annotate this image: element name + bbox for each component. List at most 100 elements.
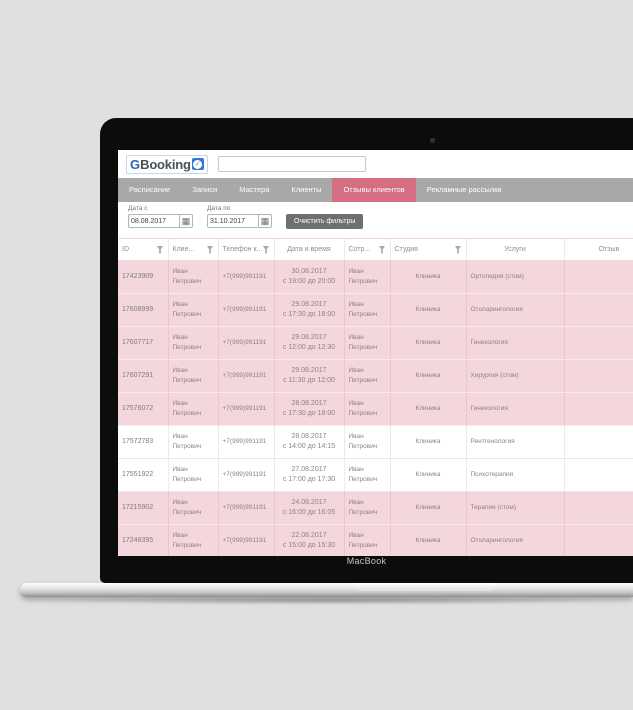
cell-phone: +7(999)991191 <box>218 425 275 459</box>
table-row[interactable]: 17607717 Иван Петрович +7(999)991191 29.0… <box>118 326 633 360</box>
table-row[interactable]: 17215902 Иван Петрович +7(999)991191 24.0… <box>118 491 633 525</box>
cell-datetime: 29.08.2017 с 17:30 до 18:00 <box>274 293 345 327</box>
search-input[interactable] <box>217 156 366 172</box>
calendar-icon: ▦ <box>260 215 270 226</box>
cell-id: 17572783 <box>118 425 169 459</box>
app-topbar: G Booking ✓ <box>118 150 633 178</box>
table-row[interactable]: 17248395 Иван Петрович +7(999)991191 22.0… <box>118 524 633 556</box>
cell-phone: +7(999)991191 <box>218 260 275 294</box>
filter-funnel-icon[interactable] <box>156 245 164 254</box>
table-row[interactable]: 17572783 Иван Петрович +7(999)991191 28.0… <box>118 425 633 459</box>
cell-review <box>564 293 633 327</box>
date-to-input[interactable] <box>207 214 258 228</box>
nav-tab-клиенты[interactable]: Клиенты <box>291 185 322 194</box>
app-screen: G Booking ✓ Расписание Записи Мастера Клиент… <box>118 150 633 556</box>
cell-employee: Иван Петрович <box>344 326 391 360</box>
table-row[interactable]: 17551922 Иван Петрович +7(999)991191 27.0… <box>118 458 633 492</box>
macbook-base <box>20 583 633 597</box>
column-header-label: Сотр... <box>348 246 371 253</box>
table-row[interactable]: 17423909 Иван Петрович +7(999)991191 30.0… <box>118 260 633 294</box>
filter-funnel-icon[interactable] <box>378 245 386 254</box>
cell-id: 17576072 <box>118 392 169 426</box>
reviews-table: ID Клие... Телефон к... Дата и время Сотр...… <box>118 238 633 556</box>
cell-client: Иван Петрович <box>168 458 219 492</box>
cell-review <box>564 491 633 525</box>
filter-funnel-icon[interactable] <box>206 245 214 254</box>
date-to-calendar-button[interactable]: ▦ <box>258 214 272 228</box>
cell-studio: Клиника <box>390 524 467 556</box>
table-row[interactable]: 17607291 Иван Петрович +7(999)991191 29.0… <box>118 359 633 393</box>
filters-bar: Дата с ▦ Дата по ▦ Очистить фильтры <box>118 202 633 238</box>
cell-studio: Клиника <box>390 491 467 525</box>
date-from-input[interactable] <box>128 214 179 228</box>
cell-service: Хирургия (стом) <box>466 359 565 393</box>
filter-funnel-icon[interactable] <box>262 245 270 254</box>
cell-datetime: 28.08.2017 с 17:30 до 18:00 <box>274 392 345 426</box>
column-header: ID <box>118 238 169 261</box>
date-from-calendar-button[interactable]: ▦ <box>179 214 193 228</box>
cell-phone: +7(999)991191 <box>218 359 275 393</box>
cell-service: Отоларингология <box>466 524 565 556</box>
cell-phone: +7(999)991191 <box>218 458 275 492</box>
column-header-label: Студия <box>394 246 418 253</box>
cell-id: 17608999 <box>118 293 169 327</box>
logo-letter-g: G <box>130 156 141 172</box>
cell-datetime: 22.08.2017 с 15:00 до 15:30 <box>274 524 345 556</box>
cell-employee: Иван Петрович <box>344 293 391 327</box>
table-row[interactable]: 17608999 Иван Петрович +7(999)991191 29.0… <box>118 293 633 327</box>
nav-tab-мастера[interactable]: Мастера <box>239 185 270 194</box>
cell-service: Гинекология <box>466 392 565 426</box>
table-row[interactable]: 17576072 Иван Петрович +7(999)991191 28.0… <box>118 392 633 426</box>
column-header: Клие... <box>168 238 219 261</box>
table-header-row: ID Клие... Телефон к... Дата и время Сотр...… <box>118 238 633 261</box>
cell-service: Ортопедия (стом) <box>466 260 565 294</box>
cell-service: Рентгенология <box>466 425 565 459</box>
cell-id: 17607291 <box>118 359 169 393</box>
calendar-icon: ▦ <box>181 215 191 226</box>
logo-text: Booking <box>140 156 191 172</box>
cell-employee: Иван Петрович <box>344 425 391 459</box>
column-header-label: ID <box>122 246 129 253</box>
column-header-label: Отзыв <box>598 246 620 253</box>
cell-client: Иван Петрович <box>168 425 219 459</box>
cell-datetime: 27.08.2017 с 17:00 до 17:30 <box>274 458 345 492</box>
nav-tab-отзывы-клиентов[interactable]: Отзывы клиентов <box>332 178 416 202</box>
cell-id: 17551922 <box>118 458 169 492</box>
cell-service: Терапия (стом) <box>466 491 565 525</box>
macbook-thumb-notch <box>355 583 498 591</box>
cell-studio: Клиника <box>390 392 467 426</box>
cell-review <box>564 524 633 556</box>
nav-tab-расписание[interactable]: Расписание <box>129 185 171 194</box>
cell-review <box>564 359 633 393</box>
nav-tab-записи[interactable]: Записи <box>192 185 218 194</box>
laptop-shadow <box>36 596 626 605</box>
cell-employee: Иван Петрович <box>344 491 391 525</box>
cell-client: Иван Петрович <box>168 326 219 360</box>
cell-employee: Иван Петрович <box>344 359 391 393</box>
macbook-display-bezel: G Booking ✓ Расписание Записи Мастера Клиент… <box>100 118 633 583</box>
cell-phone: +7(999)991191 <box>218 524 275 556</box>
cell-client: Иван Петрович <box>168 260 219 294</box>
nav-tab-рекламные-рассылки[interactable]: Рекламные рассылки <box>426 185 502 194</box>
cell-review <box>564 260 633 294</box>
cell-phone: +7(999)991191 <box>218 293 275 327</box>
cell-employee: Иван Петрович <box>344 524 391 556</box>
cell-service: Гинекология <box>466 326 565 360</box>
clear-filters-button[interactable]: Очистить фильтры <box>286 214 364 229</box>
column-header-label: Услуги <box>504 246 526 253</box>
filter-funnel-icon[interactable] <box>454 245 462 254</box>
cell-id: 17248395 <box>118 524 169 556</box>
column-header: Сотр... <box>344 238 391 261</box>
logo-badge-icon: ✓ <box>191 158 204 170</box>
cell-employee: Иван Петрович <box>344 392 391 426</box>
cell-service: Психотерапия <box>466 458 565 492</box>
column-header-label: Телефон к... <box>222 246 263 253</box>
column-header-label: Клие... <box>172 246 195 253</box>
webcam-icon <box>430 138 435 143</box>
cell-studio: Клиника <box>390 326 467 360</box>
gbooking-logo[interactable]: G Booking ✓ <box>126 154 208 174</box>
main-nav: Расписание Записи Мастера Клиенты Отзывы кли… <box>118 178 633 202</box>
column-header-label: Дата и время <box>287 246 331 253</box>
cell-service: Отоларингология <box>466 293 565 327</box>
